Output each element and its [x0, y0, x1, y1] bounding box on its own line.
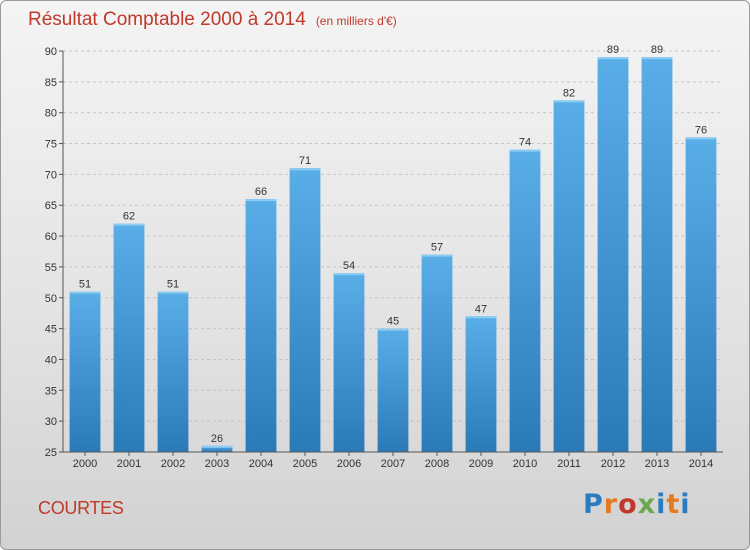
x-tick-label: 2014	[689, 458, 713, 470]
logo-letter: i	[656, 489, 667, 520]
bar-value-label: 89	[651, 44, 663, 56]
chart-title-main: Résultat Comptable 2000 à 2014	[28, 9, 306, 30]
x-tick-label: 2002	[161, 458, 185, 470]
logo-letter: i	[680, 489, 691, 520]
x-tick-label: 2008	[425, 458, 449, 470]
chart-title: Résultat Comptable 2000 à 2014 (en millie…	[28, 9, 397, 31]
x-tick-label: 2006	[337, 458, 361, 470]
y-tick-label: 85	[45, 77, 57, 89]
y-tick-label: 55	[45, 262, 57, 274]
bar-value-label: 74	[519, 137, 531, 149]
bar-2013[interactable]	[641, 57, 673, 453]
bar-2006[interactable]	[333, 273, 365, 452]
x-tick-label: 2010	[513, 458, 537, 470]
y-tick-label: 90	[45, 46, 57, 58]
logo-letter: o	[618, 489, 638, 520]
bar-highlight	[69, 291, 101, 294]
chart-subtitle: (en milliers d'€)	[315, 14, 397, 28]
bar-value-label: 82	[563, 87, 575, 99]
bar-highlight	[377, 328, 409, 331]
bar-2007[interactable]	[377, 328, 409, 452]
bar-highlight	[597, 57, 629, 60]
bar-2010[interactable]	[509, 149, 541, 452]
bar-value-label: 26	[211, 433, 223, 445]
bar-value-label: 76	[695, 124, 707, 136]
bars: 51 62 51 26 66 71 54 45 57 47 74 82 89 89 76	[69, 44, 717, 453]
bar-highlight	[685, 137, 717, 140]
bar-value-label: 45	[387, 316, 399, 328]
proxiti-logo[interactable]: Proxiti	[583, 489, 691, 520]
y-tick-label: 25	[45, 447, 57, 459]
bar-2003[interactable]	[201, 445, 233, 452]
bar-2012[interactable]	[597, 57, 629, 453]
bar-2014[interactable]	[685, 137, 717, 452]
x-axis: 2000 2001 2002 2003 2004 2005 2006 2007 2008 2009…	[63, 451, 723, 470]
logo-letter: x	[637, 489, 657, 520]
bar-highlight	[157, 291, 189, 294]
bar-highlight	[509, 149, 541, 152]
bar-highlight	[333, 273, 365, 276]
bar-2000[interactable]	[69, 291, 101, 452]
bar-value-label: 51	[167, 279, 179, 291]
x-tick-label: 2001	[117, 458, 141, 470]
bar-value-label: 66	[255, 186, 267, 198]
x-tick-label: 2004	[249, 458, 273, 470]
y-tick-label: 70	[45, 169, 57, 181]
x-tick-label: 2007	[381, 458, 405, 470]
bar-value-label: 71	[299, 155, 311, 167]
x-tick-label: 2012	[601, 458, 625, 470]
bar-value-label: 89	[607, 44, 619, 56]
bar-highlight	[465, 316, 497, 319]
x-tick-label: 2000	[73, 458, 97, 470]
bar-value-label: 62	[123, 211, 135, 223]
y-tick-label: 65	[45, 200, 57, 212]
y-tick-label: 75	[45, 139, 57, 151]
x-tick-label: 2011	[557, 458, 581, 470]
y-tick-label: 30	[45, 416, 57, 428]
logo-letter: r	[603, 489, 619, 520]
y-axis: 25 30 35 40 45 50 55 60 65 70 75 80 85 90	[45, 46, 64, 459]
bar-2004[interactable]	[245, 199, 277, 452]
bar-2002[interactable]	[157, 291, 189, 452]
y-tick-label: 45	[45, 324, 57, 336]
x-tick-label: 2005	[293, 458, 317, 470]
bar-value-label: 47	[475, 303, 487, 315]
bar-value-label: 51	[79, 279, 91, 291]
logo-letter: P	[583, 489, 604, 520]
bar-2005[interactable]	[289, 168, 321, 452]
bar-value-label: 57	[431, 242, 443, 254]
bar-highlight	[289, 168, 321, 171]
bar-highlight	[421, 254, 453, 257]
bar-2011[interactable]	[553, 100, 585, 452]
x-tick-label: 2003	[205, 458, 229, 470]
bar-2009[interactable]	[465, 316, 497, 452]
bar-2001[interactable]	[113, 223, 145, 452]
bar-highlight	[201, 445, 233, 448]
place-name: COURTES	[38, 498, 124, 518]
bar-highlight	[553, 100, 585, 103]
bar-value-label: 54	[343, 260, 355, 272]
bar-highlight	[641, 57, 673, 60]
y-tick-label: 80	[45, 108, 57, 120]
bar-highlight	[245, 199, 277, 202]
y-tick-label: 40	[45, 354, 57, 366]
y-tick-label: 50	[45, 293, 57, 305]
x-tick-label: 2009	[469, 458, 493, 470]
y-tick-label: 60	[45, 231, 57, 243]
x-tick-label: 2013	[645, 458, 669, 470]
bar-highlight	[113, 223, 145, 226]
bar-2008[interactable]	[421, 254, 453, 452]
y-tick-label: 35	[45, 385, 57, 397]
logo-letter: t	[666, 489, 681, 520]
